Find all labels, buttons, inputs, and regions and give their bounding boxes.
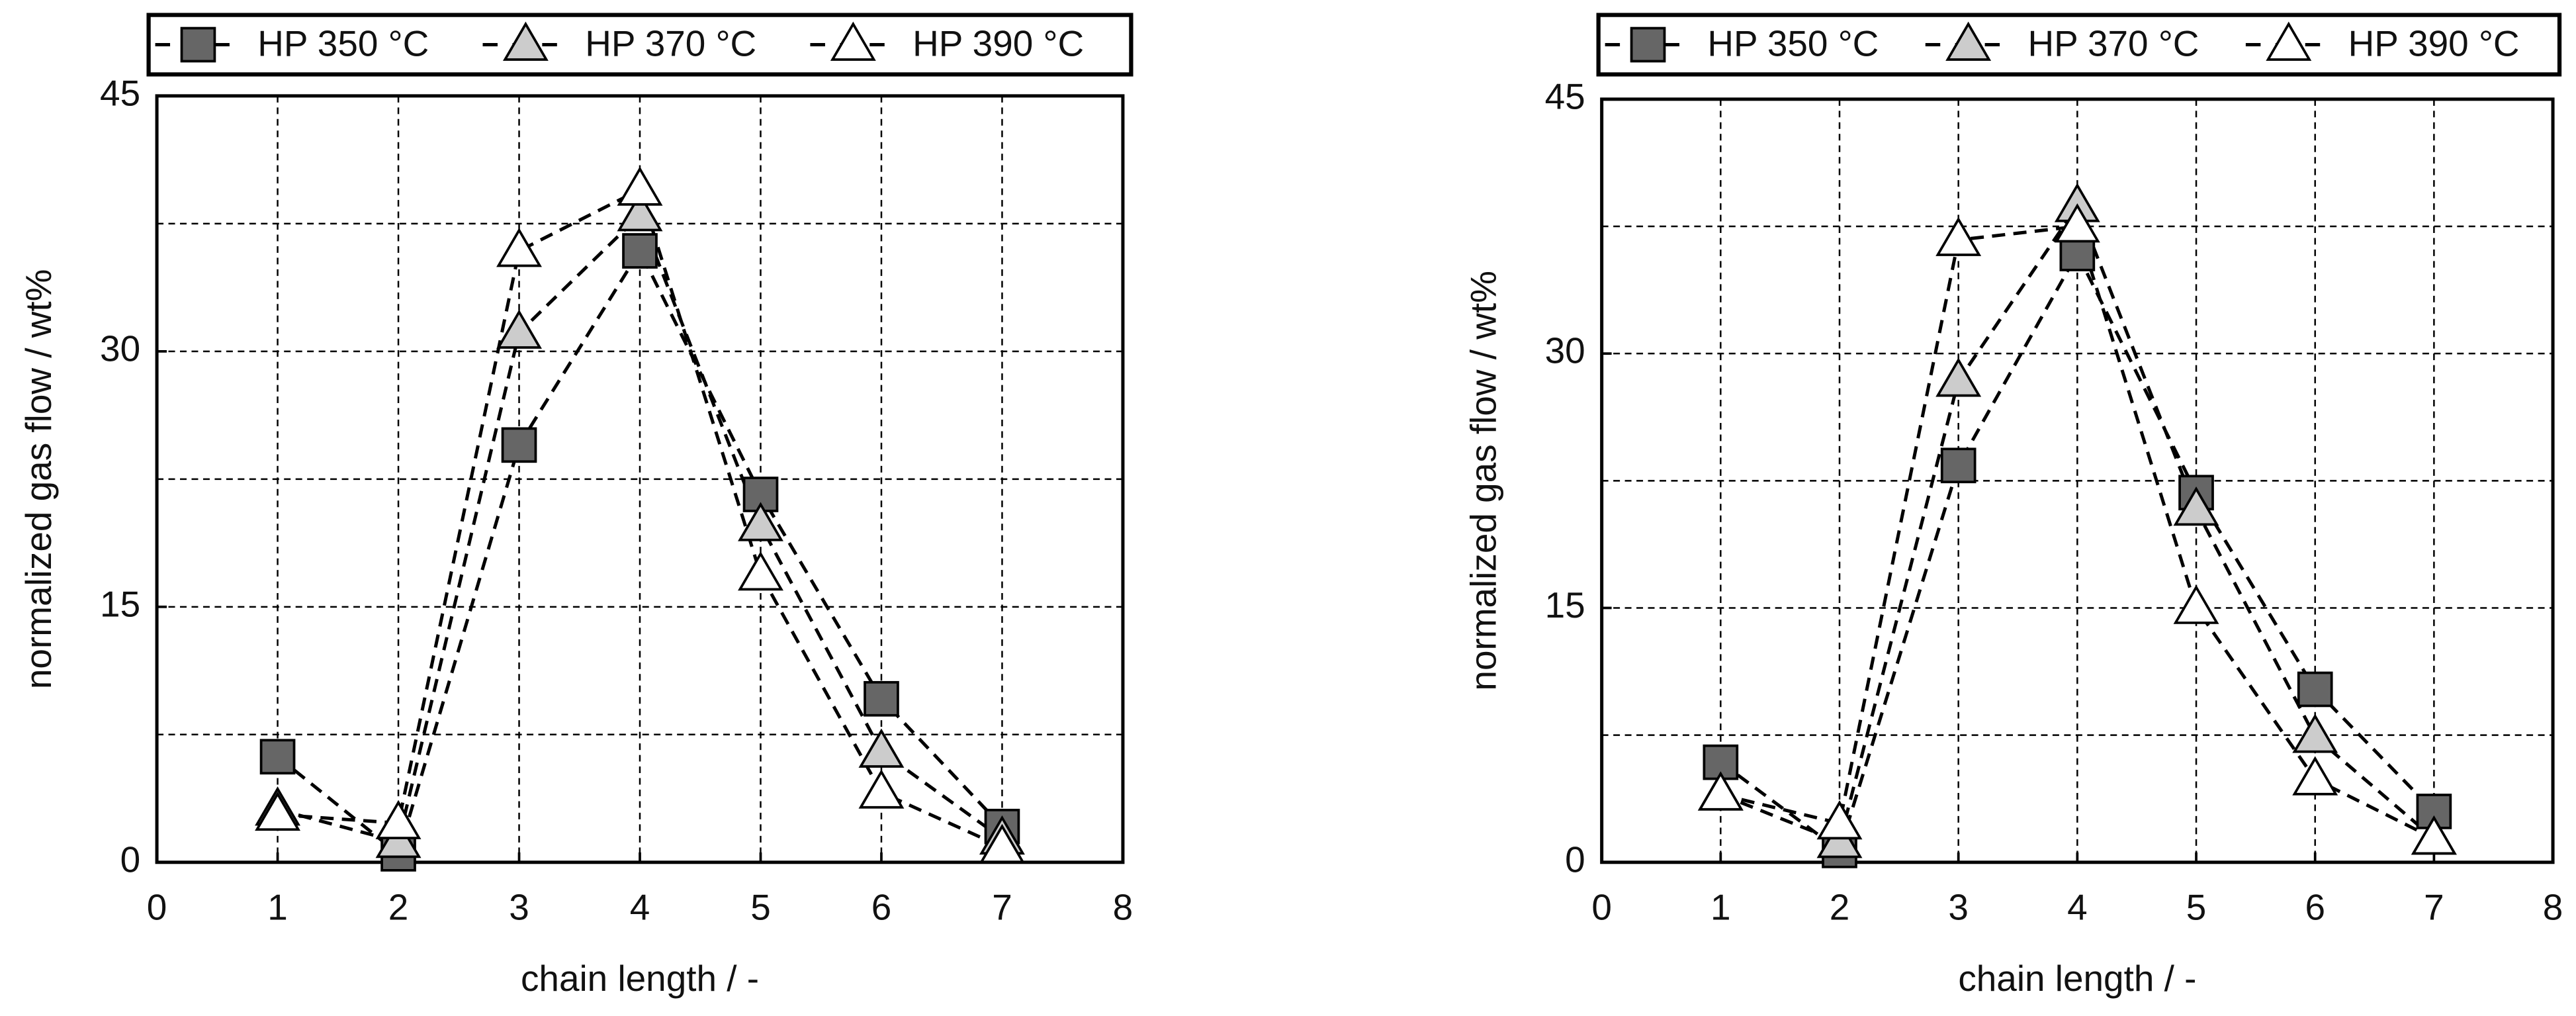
x-tick-label: 2 xyxy=(388,887,409,928)
data-point xyxy=(259,739,296,775)
x-tick-label: 6 xyxy=(871,887,892,928)
data-point xyxy=(2059,236,2096,271)
y-tick-label: 30 xyxy=(1545,330,1585,371)
data-point xyxy=(858,769,905,809)
legend-marker xyxy=(2266,21,2312,61)
data-point xyxy=(738,502,783,541)
x-tick-label: 1 xyxy=(267,887,288,928)
legend-marker xyxy=(180,26,216,63)
data-point xyxy=(1940,447,1976,484)
legend-label: HP 370 °C xyxy=(585,23,756,64)
data-point xyxy=(2292,756,2338,796)
data-point xyxy=(622,233,658,269)
data-point xyxy=(2411,815,2457,855)
x-axis-label: chain length / - xyxy=(1958,958,2196,999)
data-point xyxy=(864,680,899,717)
x-tick-label: 4 xyxy=(2067,887,2088,928)
x-tick-label: 6 xyxy=(2305,887,2325,928)
x-axis-label: chain length / - xyxy=(521,958,759,999)
data-point xyxy=(501,427,537,463)
data-point xyxy=(617,166,663,206)
legend-label: HP 350 °C xyxy=(1707,23,1879,64)
legend-label: HP 370 °C xyxy=(2027,23,2199,64)
data-point xyxy=(255,791,301,831)
data-point xyxy=(1935,357,1982,397)
x-tick-label: 7 xyxy=(2424,887,2444,928)
x-tick-label: 5 xyxy=(2186,887,2207,928)
legend-box xyxy=(146,13,1133,77)
y-tick-label: 45 xyxy=(100,72,140,113)
legend-label: HP 390 °C xyxy=(2348,23,2520,64)
legend-label: HP 390 °C xyxy=(912,23,1084,64)
data-point xyxy=(858,728,905,768)
y-axis-label: normalized gas flow / wt% xyxy=(18,269,59,690)
x-tick-label: 4 xyxy=(630,887,650,928)
y-tick-label: 15 xyxy=(100,583,140,624)
x-tick-label: 2 xyxy=(1830,887,1850,928)
data-point xyxy=(1816,800,1863,840)
legend-marker xyxy=(830,21,876,61)
x-tick-label: 0 xyxy=(1591,887,1612,928)
legend-box xyxy=(1596,13,2562,77)
data-point xyxy=(2292,714,2338,753)
legend-marker xyxy=(1630,26,1666,63)
data-point xyxy=(738,551,783,591)
data-point xyxy=(617,192,663,232)
data-point xyxy=(375,800,422,839)
legend-label: HP 350 °C xyxy=(257,23,429,64)
legend-marker xyxy=(1945,21,1992,61)
x-tick-label: 7 xyxy=(992,887,1012,928)
data-point xyxy=(1697,771,1744,811)
data-point xyxy=(2054,203,2100,243)
data-point xyxy=(2173,486,2219,526)
legend-marker xyxy=(502,21,549,61)
y-tick-label: 15 xyxy=(1545,584,1585,625)
data-point xyxy=(1935,216,1982,256)
x-tick-label: 8 xyxy=(2543,887,2563,928)
y-tick-label: 0 xyxy=(120,839,141,880)
data-point xyxy=(2297,671,2333,708)
x-tick-label: 3 xyxy=(1948,887,1969,928)
y-tick-label: 30 xyxy=(100,328,140,369)
x-tick-label: 3 xyxy=(509,887,529,928)
data-point xyxy=(496,228,542,267)
data-point xyxy=(2173,584,2219,624)
x-tick-label: 8 xyxy=(1113,887,1133,928)
y-tick-label: 0 xyxy=(1565,839,1585,880)
data-point xyxy=(979,823,1025,863)
x-tick-label: 5 xyxy=(750,887,771,928)
y-tick-label: 45 xyxy=(1545,75,1585,116)
x-tick-label: 0 xyxy=(147,887,167,928)
x-tick-label: 1 xyxy=(1710,887,1731,928)
data-point xyxy=(496,309,542,349)
y-axis-label: normalized gas flow / wt% xyxy=(1462,271,1503,691)
